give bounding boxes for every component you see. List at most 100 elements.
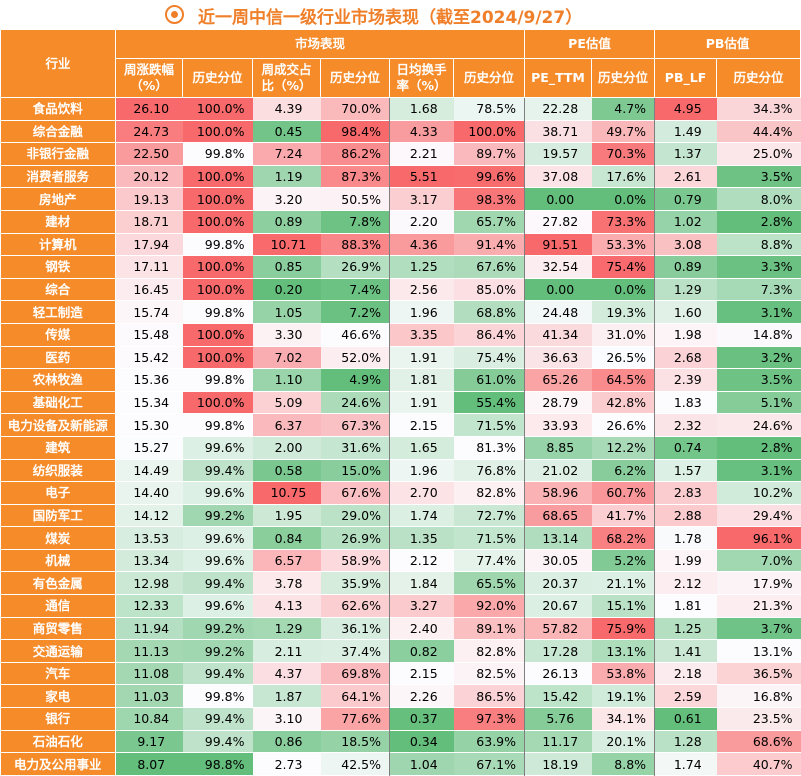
cell-pb-lf-pct: 16.8% — [716, 684, 801, 708]
cell-turnover-share-pct: 50.5% — [320, 187, 390, 211]
cell-daily-turnover: 4.33 — [389, 120, 454, 143]
header-daily-turnover: 日均换手率（%） — [389, 58, 454, 98]
industry-name: 建筑 — [0, 436, 116, 459]
cell-pe-ttm-pct: 75.9% — [591, 617, 655, 640]
cell-pe-ttm-pct: 73.3% — [591, 210, 655, 234]
cell-pb-lf: 1.29 — [654, 278, 717, 301]
header-hist-pct: 历史分位 — [716, 58, 801, 98]
cell-pe-ttm-pct: 13.1% — [591, 639, 655, 663]
cell-daily-turnover-pct: 71.5% — [453, 413, 525, 437]
cell-weekly-change-pct: 100.0% — [182, 165, 253, 188]
cell-weekly-change: 15.30 — [115, 413, 183, 437]
cell-weekly-change: 8.07 — [115, 752, 183, 776]
cell-pe-ttm-pct: 68.2% — [591, 526, 655, 550]
table-row: 非银行金融 22.50 99.8% 7.24 86.2% 2.21 89.7% 19.57 70… — [0, 142, 801, 166]
cell-pb-lf-pct: 3.5% — [716, 368, 801, 392]
cell-pe-ttm-pct: 60.7% — [591, 481, 655, 505]
cell-pe-ttm: 68.65 — [524, 504, 592, 527]
cell-pb-lf: 1.78 — [654, 526, 717, 550]
cell-pb-lf: 2.88 — [654, 504, 717, 527]
cell-daily-turnover-pct: 91.4% — [453, 233, 525, 256]
cell-daily-turnover-pct: 72.7% — [453, 504, 525, 527]
cell-pe-ttm: 22.28 — [524, 97, 592, 121]
cell-daily-turnover: 2.56 — [389, 278, 454, 301]
cell-weekly-change: 12.33 — [115, 594, 183, 618]
cell-daily-turnover-pct: 76.8% — [453, 459, 525, 482]
cell-pb-lf-pct: 44.4% — [716, 120, 801, 143]
table-row: 纺织服装 14.49 99.4% 0.58 15.0% 1.96 76.8% 21.02 6.2… — [0, 459, 801, 482]
cell-weekly-change-pct: 99.8% — [182, 142, 253, 166]
table-row: 有色金属 12.98 99.4% 3.78 35.9% 1.84 65.5% 20.37 21.… — [0, 571, 801, 595]
header-pe-group: PE估值 — [524, 29, 656, 59]
cell-daily-turnover-pct: 82.8% — [453, 639, 525, 663]
cell-weekly-change-pct: 100.0% — [182, 391, 253, 414]
cell-pe-ttm-pct: 49.7% — [591, 120, 655, 143]
cell-pe-ttm-pct: 0.0% — [591, 187, 655, 211]
cell-pb-lf: 2.12 — [654, 571, 717, 595]
cell-pb-lf: 1.81 — [654, 594, 717, 618]
title-bar: 近一周中信一级行业市场表现（截至2024/9/27） — [0, 0, 801, 29]
industry-name: 综合 — [0, 278, 116, 301]
header-hist-pct: 历史分位 — [452, 58, 526, 98]
table-row: 电子 14.40 99.6% 10.75 67.6% 2.70 82.8% 58.96 60.7… — [0, 481, 801, 505]
table-row: 建筑 15.27 99.6% 2.00 31.6% 1.65 81.3% 8.85 12.2% 0… — [0, 436, 801, 459]
table-row: 建材 18.71 100.0% 0.89 7.8% 2.20 65.7% 27.82 73.3%… — [0, 210, 801, 234]
cell-weekly-change-pct: 99.8% — [182, 233, 253, 256]
cell-daily-turnover-pct: 78.5% — [453, 97, 525, 121]
cell-turnover-share: 2.73 — [252, 752, 321, 776]
cell-turnover-share-pct: 37.4% — [320, 639, 390, 663]
cell-daily-turnover: 0.34 — [389, 730, 454, 753]
cell-weekly-change: 12.98 — [115, 571, 183, 595]
cell-daily-turnover: 2.20 — [389, 210, 454, 234]
cell-pb-lf-pct: 17.9% — [716, 571, 801, 595]
cell-turnover-share-pct: 64.1% — [320, 684, 390, 708]
cell-turnover-share-pct: 26.9% — [320, 255, 390, 279]
table-row: 通信 12.33 99.6% 4.13 62.6% 3.27 92.0% 20.67 15.1%… — [0, 594, 801, 618]
cell-turnover-share: 4.13 — [252, 594, 321, 618]
cell-pb-lf: 1.74 — [654, 752, 717, 776]
cell-weekly-change: 9.17 — [115, 730, 183, 753]
cell-pb-lf-pct: 3.5% — [716, 165, 801, 188]
industry-name: 有色金属 — [0, 571, 116, 595]
industry-name: 钢铁 — [0, 255, 116, 279]
cell-turnover-share: 1.05 — [252, 300, 321, 324]
cell-pb-lf: 1.28 — [654, 730, 717, 753]
table-row: 国防军工 14.12 99.2% 1.95 29.0% 1.74 72.7% 68.65 41.… — [0, 504, 801, 527]
cell-daily-turnover: 2.15 — [389, 413, 454, 437]
cell-pe-ttm: 20.67 — [524, 594, 592, 618]
cell-weekly-change-pct: 100.0% — [182, 187, 253, 211]
cell-turnover-share-pct: 98.4% — [320, 120, 390, 143]
cell-daily-turnover-pct: 55.4% — [453, 391, 525, 414]
cell-daily-turnover-pct: 89.7% — [453, 142, 525, 166]
cell-pb-lf-pct: 34.3% — [716, 97, 801, 121]
cell-daily-turnover: 1.96 — [389, 300, 454, 324]
cell-turnover-share-pct: 86.2% — [320, 142, 390, 166]
cell-pe-ttm-pct: 53.3% — [591, 233, 655, 256]
industry-name: 房地产 — [0, 187, 116, 211]
cell-turnover-share: 1.10 — [252, 368, 321, 392]
cell-daily-turnover-pct: 61.0% — [453, 368, 525, 392]
table-row: 房地产 19.13 100.0% 3.20 50.5% 3.17 98.3% 0.00 0.0%… — [0, 187, 801, 211]
industry-name: 医药 — [0, 346, 116, 369]
industry-name: 电力及公用事业 — [0, 752, 116, 776]
cell-turnover-share-pct: 18.5% — [320, 730, 390, 753]
cell-pe-ttm: 36.63 — [524, 346, 592, 369]
cell-turnover-share: 10.71 — [252, 233, 321, 256]
table-row: 商贸零售 11.94 99.2% 1.29 36.1% 2.40 89.1% 57.82 75.… — [0, 617, 801, 640]
cell-daily-turnover: 1.74 — [389, 504, 454, 527]
cell-pe-ttm-pct: 5.2% — [591, 549, 655, 572]
cell-turnover-share-pct: 70.0% — [320, 97, 390, 121]
industry-name: 家电 — [0, 684, 116, 708]
cell-pe-ttm-pct: 26.5% — [591, 346, 655, 369]
cell-weekly-change-pct: 100.0% — [182, 323, 253, 347]
cell-pe-ttm: 57.82 — [524, 617, 592, 640]
cell-weekly-change: 24.73 — [115, 120, 183, 143]
cell-pe-ttm-pct: 12.2% — [591, 436, 655, 459]
cell-weekly-change: 20.12 — [115, 165, 183, 188]
cell-daily-turnover-pct: 81.3% — [453, 436, 525, 459]
cell-turnover-share-pct: 15.0% — [320, 459, 390, 482]
cell-weekly-change: 17.94 — [115, 233, 183, 256]
target-bullet-icon — [165, 5, 184, 24]
cell-pe-ttm: 8.85 — [524, 436, 592, 459]
industry-name: 国防军工 — [0, 504, 116, 527]
